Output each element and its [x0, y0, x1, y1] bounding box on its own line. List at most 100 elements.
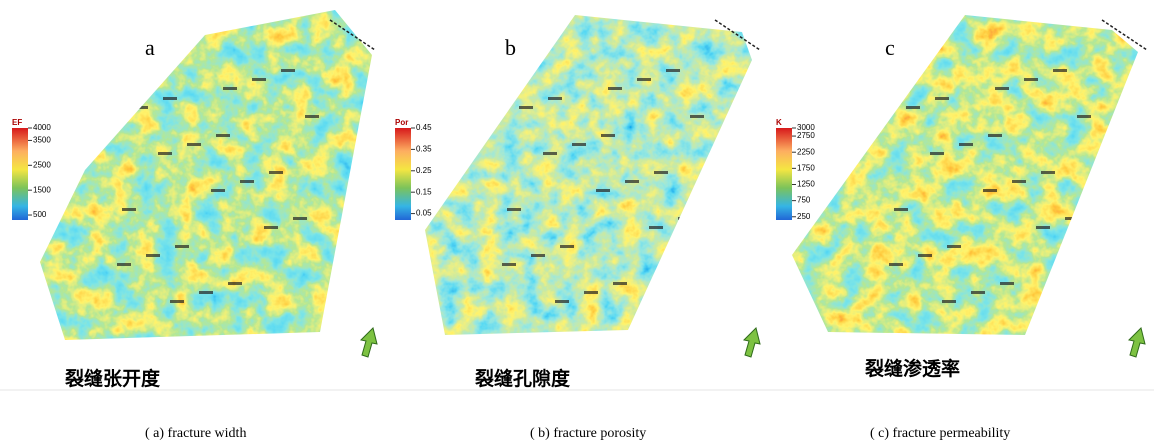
well-marker: [507, 208, 521, 211]
north-arrow: [1129, 328, 1145, 357]
colorbar-tick-label: 750: [797, 196, 811, 205]
well-marker: [596, 189, 610, 192]
well-marker: [601, 134, 615, 137]
colorbar-tick-label: 2750: [797, 131, 815, 140]
map: [385, 0, 770, 360]
well-marker: [543, 152, 557, 155]
well-marker: [654, 171, 668, 174]
well-marker: [625, 180, 639, 183]
well-marker: [930, 152, 944, 155]
well-marker: [889, 263, 903, 266]
colorbar-tick-label: 4000: [33, 123, 51, 132]
map-title: 裂缝渗透率: [865, 357, 960, 380]
well-marker: [228, 282, 242, 285]
colorbar-tick-label: 0.15: [416, 187, 432, 196]
well-marker: [158, 152, 172, 155]
colorbar-tick-label: 500: [33, 210, 47, 219]
colorbar-tick-label: 0.35: [416, 145, 432, 154]
well-marker: [608, 87, 622, 90]
north-arrow: [361, 328, 377, 357]
well-marker: [519, 106, 533, 109]
colorbar-tick-label: 0.25: [416, 166, 432, 175]
well-marker: [947, 245, 961, 248]
colorbar-tick-label: 2500: [33, 160, 51, 169]
colorbar-title: Por: [395, 118, 408, 127]
well-marker: [959, 143, 973, 146]
well-marker: [264, 226, 278, 229]
colorbar-tick-label: 1250: [797, 180, 815, 189]
caption: ( c) fracture permeability: [870, 426, 1010, 441]
colorbar-tick-label: 250: [797, 212, 811, 221]
well-marker: [690, 115, 704, 118]
well-marker: [240, 180, 254, 183]
colorbar: [12, 128, 28, 220]
colorbar-tick-label: 1750: [797, 163, 815, 172]
well-marker: [584, 291, 598, 294]
map-texture: [772, 0, 1154, 360]
well-marker: [1036, 226, 1050, 229]
well-marker: [281, 69, 295, 72]
well-marker: [637, 78, 651, 81]
well-marker: [560, 245, 574, 248]
well-marker: [170, 300, 184, 303]
well-marker: [995, 87, 1009, 90]
well-marker: [942, 300, 956, 303]
well-marker: [894, 208, 908, 211]
well-marker: [1000, 282, 1014, 285]
figure: aEF4000350025001500500裂缝张开度( a) fracture…: [0, 0, 1154, 444]
well-marker: [122, 208, 136, 211]
map: [772, 0, 1154, 360]
well-marker: [269, 171, 283, 174]
colorbar-tick-label: 0.05: [416, 209, 432, 218]
panel-label: c: [885, 35, 895, 60]
well-marker: [1012, 180, 1026, 183]
well-marker: [1077, 115, 1091, 118]
well-marker: [1053, 69, 1067, 72]
well-marker: [882, 60, 896, 63]
colorbar-tick-label: 3500: [33, 136, 51, 145]
colorbar-tick-label: 2250: [797, 147, 815, 156]
well-marker: [146, 254, 160, 257]
map-title: 裂缝张开度: [65, 367, 161, 390]
well-marker: [678, 217, 692, 220]
panel-label: a: [145, 35, 155, 60]
well-marker: [305, 115, 319, 118]
well-marker: [199, 291, 213, 294]
well-marker: [495, 60, 509, 63]
caption: ( b) fracture porosity: [530, 426, 646, 441]
map: [0, 0, 385, 360]
well-marker: [906, 106, 920, 109]
well-marker: [211, 189, 225, 192]
map-texture: [385, 0, 770, 360]
north-arrow: [744, 328, 760, 357]
well-marker: [613, 282, 627, 285]
well-marker: [187, 143, 201, 146]
well-marker: [110, 60, 124, 63]
colorbar: [395, 128, 411, 220]
map-title: 裂缝孔隙度: [475, 367, 571, 390]
well-marker: [531, 254, 545, 257]
well-marker: [971, 291, 985, 294]
well-marker: [666, 69, 680, 72]
colorbar-tick-label: 1500: [33, 185, 51, 194]
well-marker: [572, 143, 586, 146]
well-marker: [216, 134, 230, 137]
colorbar: [776, 128, 792, 220]
well-marker: [502, 263, 516, 266]
well-marker: [134, 106, 148, 109]
well-marker: [223, 87, 237, 90]
map-texture: [0, 0, 385, 360]
well-marker: [1024, 78, 1038, 81]
panel-label: b: [505, 35, 516, 60]
well-marker: [117, 263, 131, 266]
colorbar-title: EF: [12, 118, 22, 127]
well-marker: [649, 226, 663, 229]
colorbar-title: K: [776, 118, 782, 127]
well-marker: [988, 134, 1002, 137]
well-marker: [555, 300, 569, 303]
well-marker: [918, 254, 932, 257]
well-marker: [163, 97, 177, 100]
